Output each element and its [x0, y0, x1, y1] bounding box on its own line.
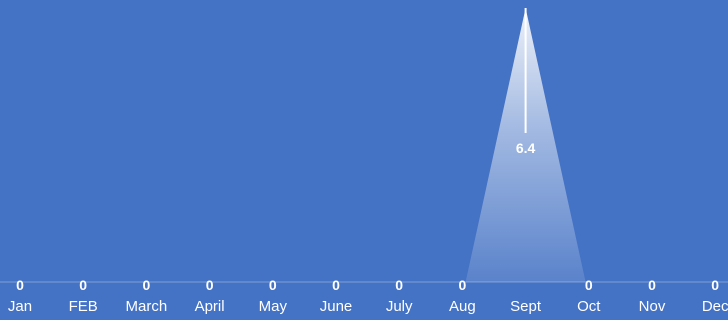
data-label-march: 0	[143, 277, 151, 293]
x-axis-tick-labels: Jan FEB March April May June July Aug Sept Oct Nov…	[8, 298, 728, 315]
tick-label-july: July	[386, 298, 413, 315]
data-label-june: 0	[332, 277, 340, 293]
tick-label-april: April	[195, 298, 225, 315]
tick-label-oct: Oct	[577, 298, 601, 315]
tick-label-sept: Sept	[510, 298, 542, 315]
tick-label-aug: Aug	[449, 298, 476, 315]
data-label-april: 0	[206, 277, 214, 293]
tick-label-march: March	[126, 298, 168, 315]
data-label-dec: 0	[711, 277, 719, 293]
tick-label-jan: Jan	[8, 298, 32, 315]
tick-label-may: May	[259, 298, 288, 315]
tick-label-nov: Nov	[639, 298, 666, 315]
tick-label-feb: FEB	[69, 298, 98, 315]
peak-sept	[465, 8, 586, 282]
data-label-july: 0	[395, 277, 403, 293]
tick-label-june: June	[320, 298, 353, 315]
peak-series	[465, 8, 586, 282]
data-label-may: 0	[269, 277, 277, 293]
data-label-oct: 0	[585, 277, 593, 293]
tick-label-dec: Dec	[702, 298, 728, 315]
data-label-nov: 0	[648, 277, 656, 293]
data-label-sept: 6.4	[516, 140, 536, 156]
data-label-jan: 0	[16, 277, 24, 293]
data-label-aug: 0	[459, 277, 467, 293]
data-labels: 0 0 0 0 0 0 0 0 6.4 0 0 0	[16, 140, 719, 293]
data-label-feb: 0	[79, 277, 87, 293]
